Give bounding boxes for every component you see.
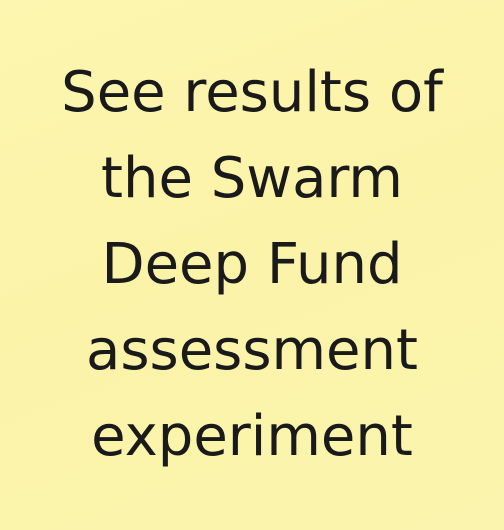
note-text: See results of the Swarm Deep Fund asses… [22, 50, 482, 480]
note-text-line: See results of [61, 60, 443, 125]
note-text-line: Deep Fund [101, 232, 403, 297]
note-text-line: the Swarm [101, 146, 403, 211]
note-text-line: experiment [91, 404, 413, 469]
note-text-line: assessment [86, 318, 418, 383]
